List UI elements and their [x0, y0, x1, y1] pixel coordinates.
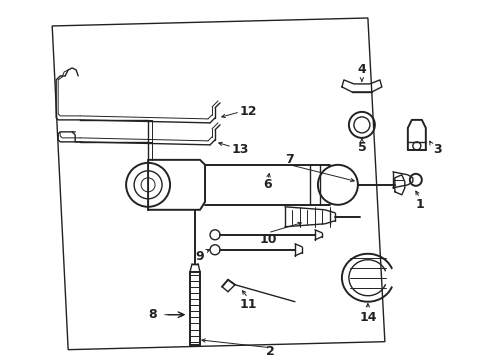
Text: 5: 5	[358, 141, 366, 154]
Text: 14: 14	[359, 311, 377, 324]
Text: 3: 3	[434, 143, 442, 156]
Text: 2: 2	[266, 345, 274, 358]
Text: 6: 6	[264, 178, 272, 191]
Text: 10: 10	[259, 233, 277, 246]
Text: 11: 11	[239, 298, 257, 311]
Text: 8: 8	[148, 308, 156, 321]
Text: 1: 1	[416, 198, 424, 211]
Text: 9: 9	[196, 250, 204, 263]
Text: 12: 12	[239, 105, 257, 118]
Text: 7: 7	[286, 153, 294, 166]
Text: 4: 4	[358, 63, 366, 76]
Text: 13: 13	[231, 143, 249, 156]
